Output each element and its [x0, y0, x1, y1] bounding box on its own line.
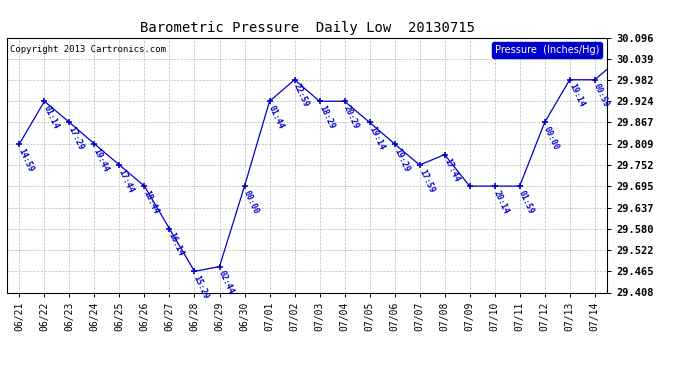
Text: 14:59: 14:59 [17, 147, 35, 173]
Text: 17:44: 17:44 [442, 158, 461, 184]
Text: 00:00: 00:00 [542, 125, 561, 152]
Text: 19:29: 19:29 [392, 147, 411, 173]
Text: Copyright 2013 Cartronics.com: Copyright 2013 Cartronics.com [10, 45, 166, 54]
Text: 19:14: 19:14 [567, 82, 586, 109]
Text: 01:14: 01:14 [42, 104, 61, 130]
Text: 00:59: 00:59 [592, 82, 611, 109]
Text: 00:00: 00:00 [0, 374, 1, 375]
Text: 01:59: 01:59 [517, 189, 535, 215]
Text: 02:44: 02:44 [217, 269, 235, 296]
Text: 20:29: 20:29 [342, 104, 361, 130]
Text: 01:44: 01:44 [267, 104, 286, 130]
Text: 19:14: 19:14 [367, 125, 386, 152]
Text: 16:14: 16:14 [167, 231, 186, 258]
Text: 00:00: 00:00 [242, 189, 261, 215]
Text: 18:29: 18:29 [317, 104, 335, 130]
Text: 17:44: 17:44 [117, 168, 135, 194]
Text: 20:14: 20:14 [492, 189, 511, 215]
Title: Barometric Pressure  Daily Low  20130715: Barometric Pressure Daily Low 20130715 [139, 21, 475, 35]
Text: 15:29: 15:29 [192, 274, 210, 301]
Text: 22:59: 22:59 [292, 82, 310, 109]
Text: 19:44: 19:44 [92, 147, 110, 173]
Legend: Pressure  (Inches/Hg): Pressure (Inches/Hg) [492, 42, 602, 58]
Text: 17:29: 17:29 [67, 125, 86, 152]
Text: 17:59: 17:59 [417, 168, 435, 194]
Text: 18:44: 18:44 [142, 189, 161, 215]
